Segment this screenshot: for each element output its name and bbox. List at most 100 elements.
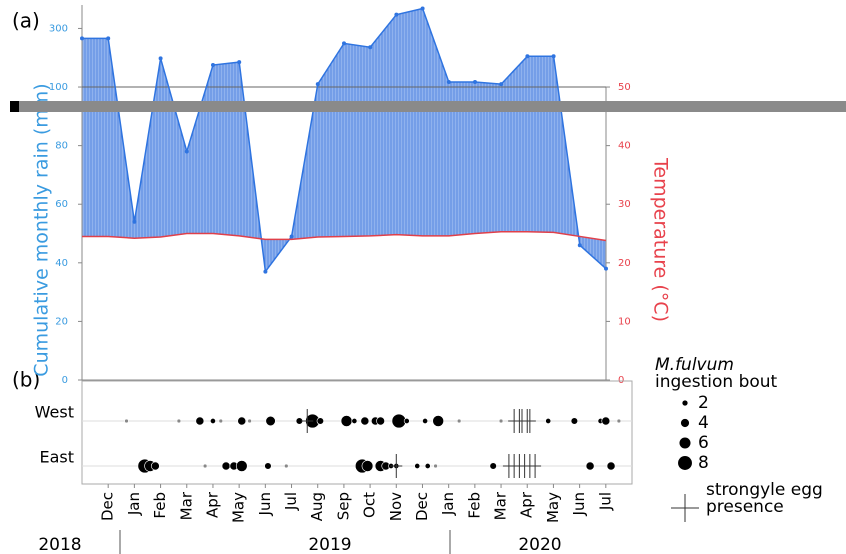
y2-tick-label: 20 xyxy=(618,258,631,269)
legend-label: 2 xyxy=(698,393,709,413)
bout-dot xyxy=(195,416,205,426)
rain-point xyxy=(394,12,399,17)
x-tick-label: Apr xyxy=(203,491,221,518)
y2-tick-label: 40 xyxy=(618,141,631,152)
x-tick-label: Dec xyxy=(99,492,117,521)
x-tick-label: Jan xyxy=(125,492,143,516)
y2-tick-label: 30 xyxy=(618,199,631,210)
panel-label: (b) xyxy=(12,368,40,392)
bout-dot xyxy=(360,416,370,426)
year-label: 2020 xyxy=(518,535,561,554)
bout-dot xyxy=(361,460,374,472)
bout-dot xyxy=(150,461,160,471)
x-tick-label: May xyxy=(230,492,248,523)
noise-marker xyxy=(10,101,19,112)
rain-point xyxy=(237,60,242,65)
rain-point xyxy=(577,243,582,248)
egg-cross xyxy=(523,409,536,433)
bout-dot xyxy=(424,463,431,469)
bout-dot xyxy=(221,461,231,471)
y-tick-label: 80 xyxy=(55,141,68,152)
x-tick-label: Dec xyxy=(413,492,431,521)
rain-point xyxy=(446,80,451,85)
x-tick-label: Mar xyxy=(177,491,195,520)
bout-dot xyxy=(124,418,129,424)
row-label: West xyxy=(35,403,74,422)
x-tick-label: Sep xyxy=(334,492,352,520)
bout-dot xyxy=(414,463,421,469)
x-tick-label: Oct xyxy=(361,492,379,518)
bout-dot xyxy=(422,418,429,424)
bout-dot xyxy=(403,418,410,424)
noise-bar xyxy=(10,101,846,112)
x-tick-label: Apr xyxy=(518,491,536,518)
bout-dot xyxy=(601,416,611,426)
rain-point xyxy=(132,219,137,224)
y-tick-label: 20 xyxy=(55,316,68,327)
rain-point xyxy=(80,36,84,41)
rain-point xyxy=(368,45,373,50)
bout-dot xyxy=(218,418,224,424)
bout-dot xyxy=(391,413,407,429)
row-label: East xyxy=(39,448,74,467)
panel-frame xyxy=(81,380,633,485)
x-tick-label: Jun xyxy=(570,492,588,516)
x-tick-label: Jan xyxy=(439,492,457,516)
panel-label: (a) xyxy=(12,9,40,33)
bout-dot xyxy=(545,418,552,424)
bout-dot xyxy=(433,463,438,469)
bout-dot xyxy=(616,418,622,424)
egg-cross xyxy=(301,409,314,433)
legend-dot xyxy=(678,456,692,470)
y-axis-title: Cumulative monthly rain (mm) xyxy=(31,83,53,376)
legend-dot xyxy=(680,418,690,428)
y2-tick-label: 10 xyxy=(618,316,631,327)
legend-title: M.fulvum xyxy=(655,355,734,375)
legend-label: presence xyxy=(706,497,784,517)
rain-point xyxy=(420,6,425,11)
x-tick-label: Feb xyxy=(465,492,483,519)
bout-dot xyxy=(176,418,182,424)
x-tick-label: Aug xyxy=(308,492,326,521)
rain-point xyxy=(604,266,608,271)
bout-dot xyxy=(237,416,247,426)
year-label: 2018 xyxy=(38,535,81,554)
bout-dot xyxy=(235,460,248,472)
legend-subtitle: ingestion bout xyxy=(655,372,778,392)
legend-label: 6 xyxy=(698,433,709,453)
series-line xyxy=(82,231,607,242)
bout-dot xyxy=(210,418,216,424)
y-tick-label: 0 xyxy=(62,375,68,386)
bout-dot xyxy=(316,417,324,425)
bout-dot xyxy=(456,418,462,424)
y-tick-label: 60 xyxy=(55,199,68,210)
year-label: 2019 xyxy=(308,535,351,554)
x-tick-label: Mar xyxy=(492,491,510,520)
legend-dot xyxy=(682,400,688,406)
bout-dot xyxy=(489,462,497,470)
bout-dot xyxy=(606,461,616,471)
bout-dot xyxy=(351,418,358,424)
legend-label: 4 xyxy=(698,413,709,433)
x-tick-label: Nov xyxy=(387,492,405,521)
legend-dot xyxy=(679,437,691,449)
bout-dot xyxy=(585,461,595,471)
rain-point xyxy=(106,36,111,41)
rain-point xyxy=(211,63,215,68)
bout-dot xyxy=(264,462,272,470)
rain-point xyxy=(263,269,268,274)
bout-dot xyxy=(340,415,353,427)
egg-cross xyxy=(529,454,542,478)
bout-dot xyxy=(376,416,385,426)
bout-dot xyxy=(570,417,579,425)
bout-dot xyxy=(247,418,252,424)
legend-label: 8 xyxy=(698,453,709,473)
x-tick-label: Jul xyxy=(596,492,614,511)
rain-point xyxy=(551,54,556,59)
y2-axis-title: Temperature (°C) xyxy=(650,157,672,322)
x-tick-label: Jun xyxy=(256,492,274,516)
y-tick-label: 100 xyxy=(49,82,68,93)
bout-dot xyxy=(202,463,208,469)
